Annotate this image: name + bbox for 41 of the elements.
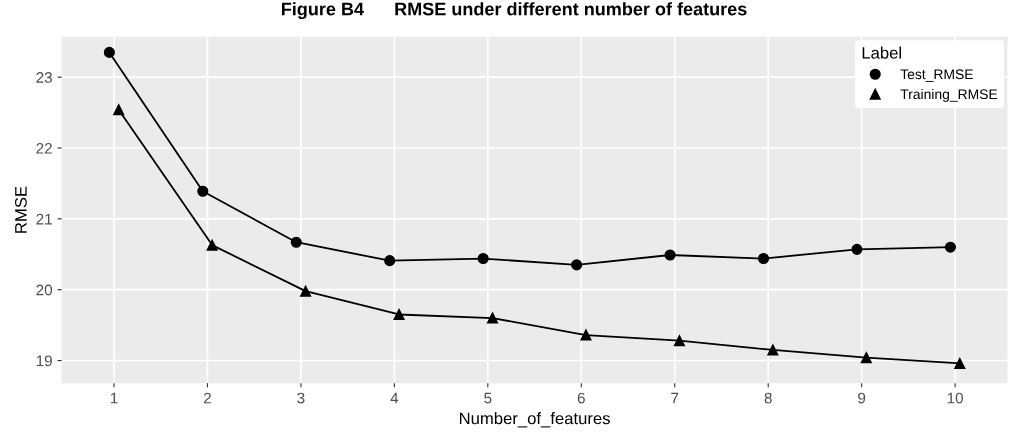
point bbox=[206, 239, 218, 251]
point bbox=[486, 312, 499, 324]
x-tick-label: 1 bbox=[110, 392, 118, 404]
x-tick-label: 8 bbox=[764, 392, 772, 404]
point bbox=[860, 352, 872, 364]
point bbox=[300, 285, 312, 297]
y-axis-title: RMSE bbox=[15, 186, 27, 233]
chart-title: Figure B4 RMSE under different number of features bbox=[281, 2, 747, 20]
x-tick-label: 9 bbox=[858, 392, 866, 404]
point bbox=[580, 329, 592, 341]
point bbox=[103, 46, 115, 58]
point bbox=[393, 308, 405, 321]
point bbox=[767, 344, 779, 356]
point bbox=[571, 259, 583, 271]
y-tick-label: 20 bbox=[36, 284, 53, 296]
point bbox=[290, 236, 302, 248]
x-tick-label: 2 bbox=[203, 392, 211, 404]
x-tick-label: 5 bbox=[484, 392, 492, 404]
x-axis-title: Number_of_features bbox=[459, 412, 610, 428]
point bbox=[197, 185, 209, 197]
point bbox=[113, 104, 125, 116]
y-tick-label: 19 bbox=[36, 355, 52, 367]
x-tick-label: 4 bbox=[390, 392, 399, 404]
y-tick-label: 22 bbox=[36, 142, 52, 154]
y-tick-label: 23 bbox=[36, 72, 52, 83]
point bbox=[851, 243, 863, 255]
legend-label: Training_RMSE bbox=[900, 88, 998, 102]
point bbox=[673, 335, 685, 347]
legend-title: Label bbox=[862, 46, 901, 59]
point bbox=[954, 357, 966, 369]
y-tick-label: 21 bbox=[36, 213, 52, 225]
x-tick-label: 3 bbox=[297, 392, 305, 404]
point bbox=[664, 249, 676, 261]
point bbox=[944, 241, 956, 253]
point bbox=[477, 252, 489, 265]
x-tick-label: 10 bbox=[947, 392, 964, 404]
point bbox=[757, 252, 770, 265]
point bbox=[384, 255, 396, 267]
x-tick-label: 6 bbox=[577, 392, 585, 404]
x-tick-label: 7 bbox=[671, 392, 679, 404]
legend-label: Test_RMSE bbox=[900, 69, 973, 82]
